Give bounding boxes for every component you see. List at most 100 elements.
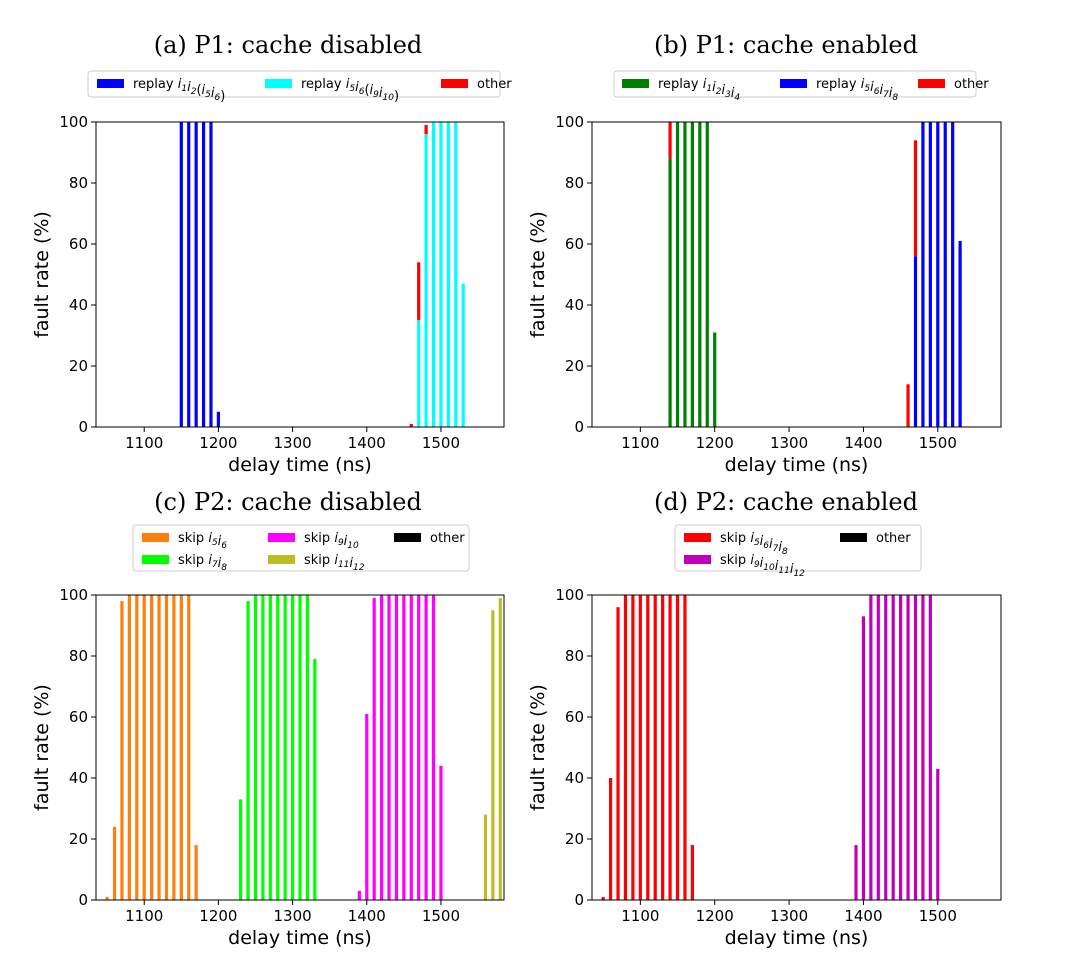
legend-label: other <box>954 77 989 92</box>
bar-c-s0-x1120 <box>157 595 161 900</box>
legend: skip i5i6i7i8 other skip i9i10i11i12 <box>674 524 922 579</box>
x-tick-label: 1400 <box>348 434 386 452</box>
bar-d-s0-x1050 <box>601 896 605 900</box>
y-tick-label: 0 <box>574 418 584 436</box>
y-tick-label: 0 <box>78 418 88 436</box>
legend-label: skip i7i8 <box>178 553 227 573</box>
y-tick-label: 80 <box>69 174 88 192</box>
bar-b-s0-x1200 <box>713 332 717 427</box>
bar-c-s3-x1570 <box>491 610 495 900</box>
x-axis-label: delay time (ns) <box>228 927 372 949</box>
y-tick-label: 60 <box>565 708 584 726</box>
bar-b-s1-x1490 <box>928 122 932 427</box>
bar-c-s3-x1560 <box>483 814 488 900</box>
x-tick-label: 1200 <box>696 434 734 452</box>
x-tick-label: 1500 <box>919 434 957 452</box>
legend-swatch <box>268 533 295 542</box>
x-tick-label: 1200 <box>696 907 734 925</box>
bar-b-s1-x1500 <box>936 122 940 427</box>
x-tick-label: 1100 <box>125 434 163 452</box>
bar-b-s1-x1530 <box>958 240 962 427</box>
bar-d-s0-x1130 <box>661 595 665 900</box>
bar-b-s0-x1140 <box>668 158 672 427</box>
bar-c-s0-x1130 <box>164 595 169 900</box>
bar-c-s1-x1230 <box>239 799 243 900</box>
y-tick-label: 60 <box>565 235 584 253</box>
y-tick-label: 40 <box>565 769 584 787</box>
bar-c-s1-x1330 <box>313 659 317 900</box>
legend-label: skip i5i6 <box>178 531 227 551</box>
bar-c-s2-x1500 <box>439 765 443 900</box>
bar-c-s2-x1480 <box>424 595 428 900</box>
y-tick-label: 100 <box>59 113 88 131</box>
bar-d-s0-x1110 <box>646 595 650 900</box>
bar-a-s1-x1530 <box>461 283 465 427</box>
bar-d-s1-x1450 <box>899 595 903 900</box>
bar-c-s0-x1060 <box>112 826 117 900</box>
bar-a-s2-x1480 <box>424 125 428 135</box>
y-tick-label: 100 <box>555 586 584 604</box>
bar-c-s2-x1450 <box>402 595 406 900</box>
legend-swatch <box>142 533 169 542</box>
legend-label: other <box>430 531 465 546</box>
bar-b-s1-x1520 <box>951 122 955 427</box>
x-tick-label: 1300 <box>770 434 808 452</box>
legend-swatch <box>918 79 945 88</box>
bar-d-s1-x1490 <box>928 595 932 900</box>
bar-c-s2-x1410 <box>372 598 376 900</box>
bar-c-s0-x1100 <box>142 595 146 900</box>
bar-c-s2-x1430 <box>387 595 391 900</box>
bar-c-s1-x1320 <box>305 595 310 900</box>
bar-a-s2-x1460 <box>409 423 413 427</box>
y-axis-label: fault rate (%) <box>527 684 549 811</box>
bar-a-s2-x1470 <box>417 262 421 321</box>
bar-d-s1-x1390 <box>854 845 858 900</box>
bar-b-s0-x1170 <box>690 122 694 427</box>
bar-c-s0-x1080 <box>127 595 131 900</box>
x-tick-label: 1500 <box>919 907 957 925</box>
bar-c-s0-x1110 <box>150 595 154 900</box>
y-tick-label: 40 <box>69 769 88 787</box>
bar-d-s0-x1170 <box>690 845 694 900</box>
bar-b-s2-x1460 <box>906 384 910 427</box>
x-axis-label: delay time (ns) <box>725 454 869 476</box>
legend-label: other <box>477 77 512 92</box>
x-tick-label: 1100 <box>621 434 659 452</box>
bar-a-s1-x1480 <box>424 134 428 427</box>
x-tick-label: 1300 <box>770 907 808 925</box>
y-tick-label: 20 <box>565 830 584 848</box>
legend-swatch <box>142 555 169 564</box>
bar-c-s2-x1490 <box>431 595 436 900</box>
bar-c-s2-x1420 <box>380 595 384 900</box>
bar-b-s0-x1180 <box>698 122 702 427</box>
x-tick-label: 1500 <box>422 907 460 925</box>
panel-d: (d) P2: cache enabled 1100 1200 1300 1400 150… <box>527 488 1002 949</box>
bar-b-s0-x1190 <box>705 122 709 427</box>
legend: skip i5i6 skip i9i10 other skip i7i8 skip i1… <box>132 524 470 573</box>
legend-swatch <box>684 555 711 564</box>
legend-swatch <box>97 79 124 88</box>
legend-label: skip i5i6i7i8 <box>720 531 788 557</box>
bar-c-s0-x1140 <box>172 595 176 900</box>
bar-d-s1-x1470 <box>913 595 918 900</box>
legend-swatch <box>268 555 295 564</box>
legend-swatch <box>265 79 292 88</box>
y-tick-label: 0 <box>574 891 584 909</box>
x-tick-label: 1100 <box>125 907 163 925</box>
y-tick-label: 60 <box>69 235 88 253</box>
panel-c: (c) P2: cache disabled 1100 1200 1300 1400 15… <box>31 488 505 949</box>
bar-a-s1-x1500 <box>439 122 443 427</box>
bar-d-s0-x1090 <box>631 595 635 900</box>
bar-c-s1-x1280 <box>276 595 280 900</box>
legend-swatch <box>840 533 867 542</box>
bar-a-s0-x1200 <box>216 411 220 427</box>
legend-label: skip i9i10i11i12 <box>720 553 805 579</box>
bar-b-s1-x1480 <box>921 122 925 427</box>
bar-a-s0-x1180 <box>201 122 206 427</box>
y-axis-label: fault rate (%) <box>31 211 53 338</box>
legend-swatch <box>441 79 468 88</box>
bar-c-s2-x1470 <box>417 595 421 900</box>
y-tick-label: 80 <box>565 647 584 665</box>
y-tick-label: 40 <box>69 296 88 314</box>
legend-label: replay i5i6(i9i10) <box>301 77 399 104</box>
